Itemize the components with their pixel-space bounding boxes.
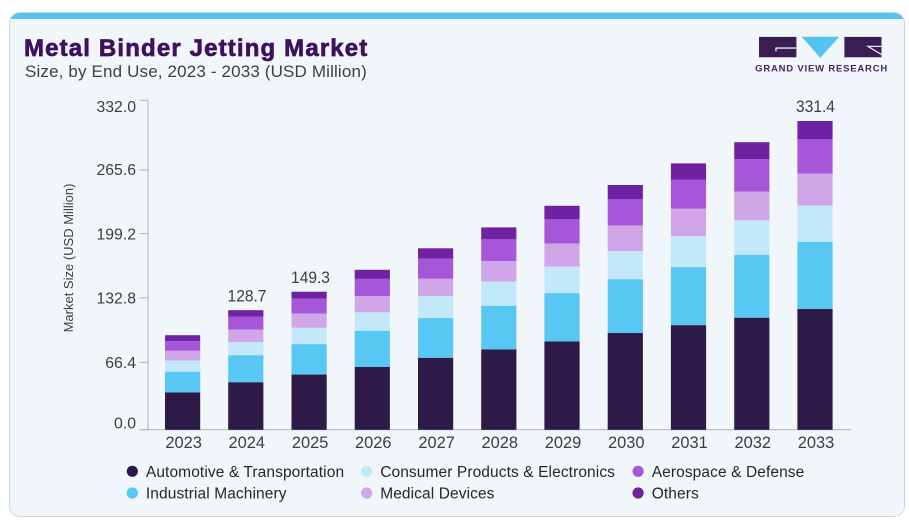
svg-text:2030: 2030 bbox=[608, 434, 645, 452]
svg-text:265.6: 265.6 bbox=[96, 162, 136, 179]
svg-text:Consumer Products & Electronic: Consumer Products & Electronics bbox=[380, 464, 615, 481]
svg-text:GRAND VIEW RESEARCH: GRAND VIEW RESEARCH bbox=[755, 63, 888, 74]
svg-text:Automotive & Transportation: Automotive & Transportation bbox=[146, 464, 344, 481]
svg-text:2029: 2029 bbox=[545, 434, 582, 452]
svg-text:66.4: 66.4 bbox=[105, 355, 136, 372]
svg-text:331.4: 331.4 bbox=[796, 98, 835, 116]
svg-text:2026: 2026 bbox=[355, 434, 392, 452]
svg-text:2024: 2024 bbox=[229, 434, 266, 452]
svg-text:199.2: 199.2 bbox=[96, 226, 136, 243]
svg-text:2023: 2023 bbox=[165, 434, 202, 452]
svg-text:128.7: 128.7 bbox=[228, 288, 267, 306]
svg-text:2032: 2032 bbox=[735, 434, 772, 452]
svg-text:2027: 2027 bbox=[418, 434, 455, 452]
svg-text:149.3: 149.3 bbox=[291, 269, 330, 287]
svg-text:Medical Devices: Medical Devices bbox=[380, 486, 494, 503]
svg-text:2028: 2028 bbox=[482, 434, 519, 452]
svg-text:2031: 2031 bbox=[671, 434, 708, 452]
svg-text:2025: 2025 bbox=[292, 434, 329, 452]
svg-text:0.0: 0.0 bbox=[114, 415, 136, 432]
svg-text:Market Size (USD Million): Market Size (USD Million) bbox=[61, 184, 76, 333]
svg-text:132.8: 132.8 bbox=[96, 291, 136, 308]
svg-text:Industrial Machinery: Industrial Machinery bbox=[146, 486, 287, 503]
svg-text:2033: 2033 bbox=[798, 434, 835, 452]
svg-text:Aerospace & Defense: Aerospace & Defense bbox=[652, 464, 805, 481]
svg-text:Others: Others bbox=[652, 486, 699, 503]
svg-text:332.0: 332.0 bbox=[96, 99, 136, 116]
